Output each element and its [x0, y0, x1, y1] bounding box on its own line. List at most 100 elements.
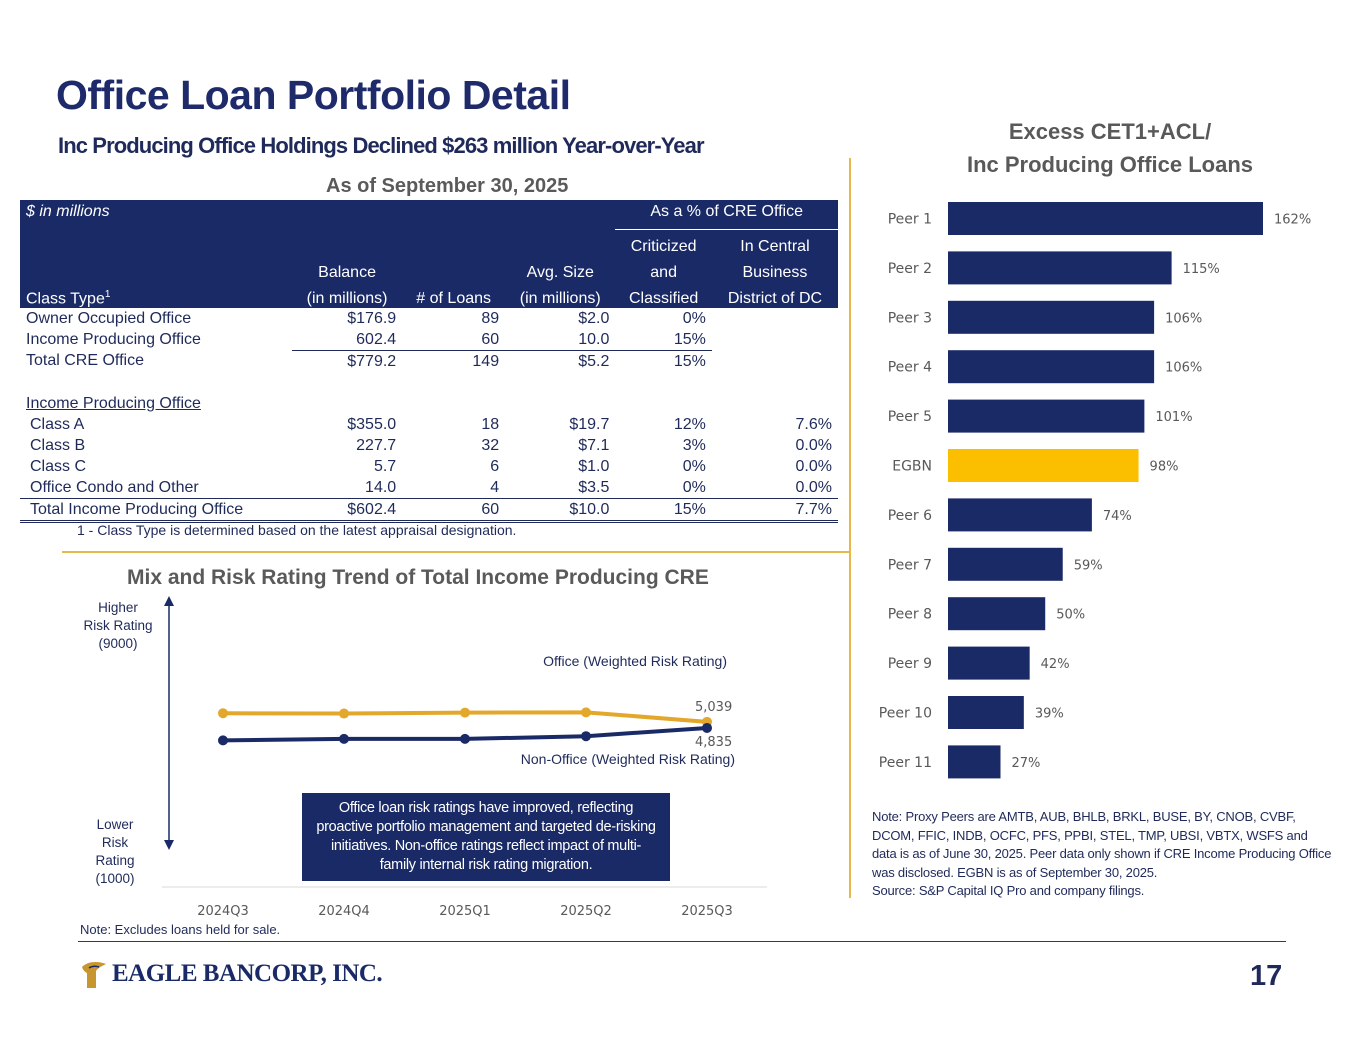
bar [948, 251, 1172, 285]
eagle-bancorp-logo: EAGLE BANCORP, INC. [80, 959, 383, 989]
crit-header-l2: and [615, 256, 712, 282]
page-title: Office Loan Portfolio Detail [56, 72, 571, 118]
bar [948, 498, 1092, 532]
eagle-icon [82, 962, 106, 988]
data-point [218, 735, 228, 746]
crit-header-l3: Classified [615, 282, 712, 308]
bar-category-label: Peer 11 [879, 755, 932, 771]
higher-risk-label: Higher Risk Rating (9000) [83, 600, 153, 651]
peer-bar-chart: Peer 1 162% Peer 2 115% Peer 3 106% Peer 4 106%… [879, 202, 1311, 779]
group-header: As a % of CRE Office [615, 200, 838, 230]
bar [948, 646, 1030, 680]
cbd-header-l2: Business [711, 256, 838, 282]
horizontal-divider [62, 551, 849, 553]
x-tick-label: 2025Q1 [439, 904, 491, 919]
table-row: Total Income Producing Office $602.4 60 … [20, 498, 838, 523]
balance-header-l1: Balance [291, 256, 403, 282]
bar-category-label: Peer 4 [888, 360, 932, 376]
cbd-header-l3: District of DC [711, 282, 838, 308]
loans-header: # of Loans [402, 282, 506, 308]
lower-risk-label: Lower Risk Rating (1000) [95, 817, 135, 886]
data-point [581, 731, 591, 742]
end-value-label: 4,835 [695, 735, 732, 750]
data-point [460, 733, 470, 744]
peer-note: Note: Proxy Peers are AMTB, AUB, BHLB, B… [872, 809, 1332, 898]
peer-chart-title: Excess CET1+ACL/ Inc Producing Office Lo… [966, 119, 1254, 177]
bar [948, 597, 1046, 631]
bar [948, 696, 1024, 729]
avg-header-l1: Avg. Size [505, 256, 616, 282]
bar-category-label: Peer 6 [888, 508, 932, 524]
page-number: 17 [1250, 960, 1283, 992]
table-footnote: 1 - Class Type is determined based on th… [77, 522, 517, 538]
risk-callout-box: Office loan risk ratings have improved, … [302, 793, 670, 881]
table-row: Total CRE Office $779.2 149 $5.2 15% [20, 350, 838, 372]
bar-value-label: 39% [1035, 707, 1064, 722]
end-value-label: 5,039 [695, 700, 732, 715]
bar-value-label: 101% [1155, 410, 1192, 425]
balance-header-l2: (in millions) [291, 282, 403, 308]
bar [948, 202, 1263, 235]
data-point [702, 722, 712, 733]
footer-rule [78, 941, 1286, 942]
section-label-row: Income Producing Office [20, 393, 838, 414]
bar [948, 399, 1145, 433]
bar-value-label: 50% [1056, 608, 1085, 623]
crit-header-l1: Criticized [615, 229, 712, 256]
bar-category-label: EGBN [892, 459, 932, 475]
table-row: Class A $355.0 18 $19.7 12% 7.6% [30, 415, 832, 433]
bar-category-label: Peer 7 [888, 557, 932, 573]
x-tick-label: 2025Q3 [681, 904, 733, 919]
bar-value-label: 162% [1274, 213, 1311, 228]
table-row: Class C 5.7 6 $1.0 0% 0.0% [30, 457, 832, 475]
excludes-note: Note: Excludes loans held for sale. [80, 922, 281, 937]
table-header-row: $ in millions As a % of CRE Office [20, 200, 838, 230]
bar-value-label: 98% [1150, 460, 1179, 475]
bar [948, 350, 1155, 384]
bar-category-label: Peer 1 [888, 212, 932, 228]
mix-chart-title: Mix and Risk Rating Trend of Total Incom… [127, 566, 709, 589]
as-of-date: As of September 30, 2025 [326, 175, 569, 197]
bar-category-label: Peer 5 [888, 409, 932, 425]
avg-header-l2: (in millions) [505, 282, 616, 308]
data-point [218, 708, 228, 719]
legend-office: Office (Weighted Risk Rating) [543, 653, 727, 669]
x-tick-label: 2025Q2 [560, 904, 612, 919]
bar-value-label: 42% [1041, 657, 1070, 672]
table-row: Owner Occupied Office $176.9 89 $2.0 0% [26, 309, 706, 327]
bar-category-label: Peer 8 [888, 607, 932, 623]
data-point [460, 707, 470, 718]
bar [948, 300, 1155, 334]
bar-category-label: Peer 2 [888, 261, 932, 277]
class-type-header: Class Type1 [20, 282, 292, 308]
bar-value-label: 115% [1183, 262, 1220, 277]
data-point [581, 707, 591, 718]
bar [948, 745, 1001, 779]
x-tick-label: 2024Q4 [318, 904, 370, 919]
bar-value-label: 106% [1165, 361, 1202, 376]
x-tick-label: 2024Q3 [197, 904, 249, 919]
section-label: Income Producing Office [26, 394, 201, 412]
bar-category-label: Peer 10 [879, 706, 932, 722]
legend-non-office: Non-Office (Weighted Risk Rating) [521, 751, 735, 767]
vertical-divider [849, 158, 851, 898]
bar-egbn [948, 449, 1139, 482]
bar [948, 547, 1063, 581]
units-label: $ in millions [20, 200, 292, 230]
data-point [339, 733, 349, 744]
bar-value-label: 106% [1165, 311, 1202, 326]
page-subtitle: Inc Producing Office Holdings Declined $… [58, 133, 705, 158]
table-row: Class B 227.7 32 $7.1 3% 0.0% [30, 436, 832, 454]
bar-category-label: Peer 9 [888, 656, 932, 672]
bar-value-label: 59% [1074, 558, 1103, 573]
risk-axis-arrow [164, 596, 174, 850]
table-row: Office Condo and Other 14.0 4 $3.5 0% 0.… [30, 478, 832, 496]
data-point [339, 708, 349, 719]
bar-value-label: 27% [1012, 756, 1041, 771]
bar-category-label: Peer 3 [888, 310, 932, 326]
logo-text: EAGLE BANCORP, INC. [112, 960, 383, 987]
cbd-header-l1: In Central [711, 229, 838, 256]
office-loan-table: $ in millions As a % of CRE Office Criti… [20, 200, 838, 523]
table-row: Income Producing Office 602.4 60 10.0 15… [26, 330, 706, 348]
